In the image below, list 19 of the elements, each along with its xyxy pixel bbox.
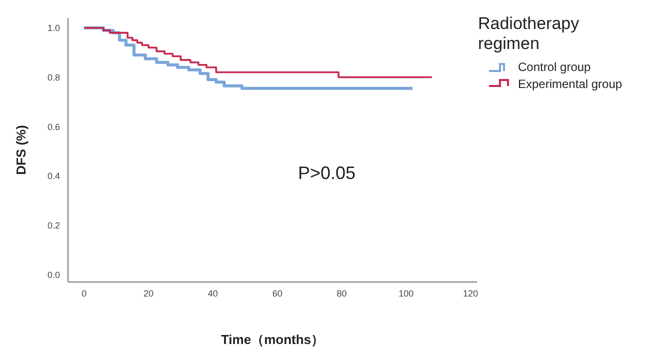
x-tick-label: 0 bbox=[82, 288, 87, 298]
legend-label: Control group bbox=[517, 60, 592, 74]
x-tick-label: 120 bbox=[463, 288, 478, 298]
x-tick-label: 40 bbox=[208, 288, 218, 298]
legend-title: Radiotherapy regimen bbox=[478, 14, 580, 54]
y-tick-label: 0.8 bbox=[47, 72, 60, 82]
legend-label: Experimental group bbox=[517, 77, 624, 91]
x-tick-label: 60 bbox=[272, 288, 282, 298]
y-tick-label: 1.0 bbox=[47, 23, 60, 34]
y-axis-title: DFS (%) bbox=[14, 125, 29, 175]
y-tick-label: 0.0 bbox=[47, 270, 60, 280]
x-tick-label: 20 bbox=[144, 288, 154, 298]
annotation: P>0.05 bbox=[298, 163, 356, 184]
x-tick-label: 100 bbox=[398, 288, 414, 298]
y-tick-label: 0.4 bbox=[47, 171, 60, 182]
y-tick-label: 0.2 bbox=[47, 220, 60, 230]
x-tick-label: 80 bbox=[336, 288, 347, 298]
y-tick-label: 0.6 bbox=[47, 122, 60, 132]
x-axis-title: Time（months） bbox=[220, 332, 324, 347]
